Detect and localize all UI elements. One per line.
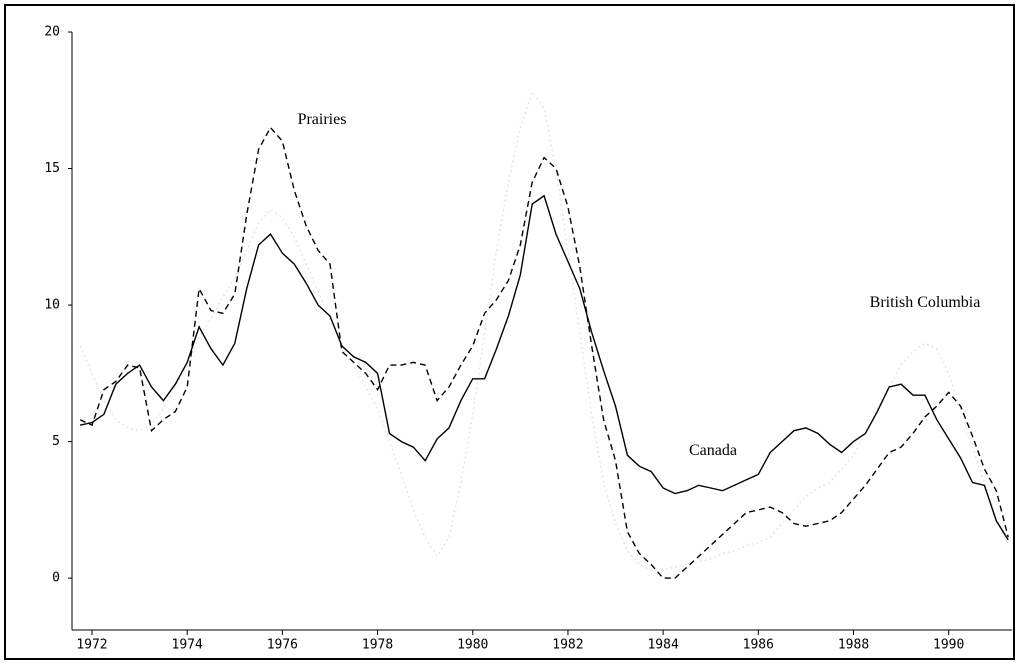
x-tick-label: 1980 [457,638,488,653]
line-series [79,194,1009,541]
x-tick-label: 1988 [838,638,869,653]
y-tick-label: 0 [52,571,60,586]
series-label: Canada [689,442,737,459]
y-tick-label: 5 [52,434,60,449]
x-tick-label: 1982 [552,638,583,653]
x-tick-label: 1986 [743,638,774,653]
series-label: Prairies [298,111,347,128]
x-tick-label: 1972 [76,638,107,653]
x-tick-label: 1990 [933,638,964,653]
line-series [79,90,1009,571]
line-series [79,126,1009,579]
x-tick-label: 1984 [647,638,678,653]
frame [4,4,1015,660]
x-tick-label: 1978 [362,638,393,653]
y-tick-label: 20 [44,25,60,40]
y-tick-label: 15 [44,161,60,176]
series-label: British Columbia [870,294,981,311]
x-tick-label: 1974 [172,638,203,653]
x-tick-label: 1976 [267,638,298,653]
y-tick-label: 10 [44,298,60,313]
